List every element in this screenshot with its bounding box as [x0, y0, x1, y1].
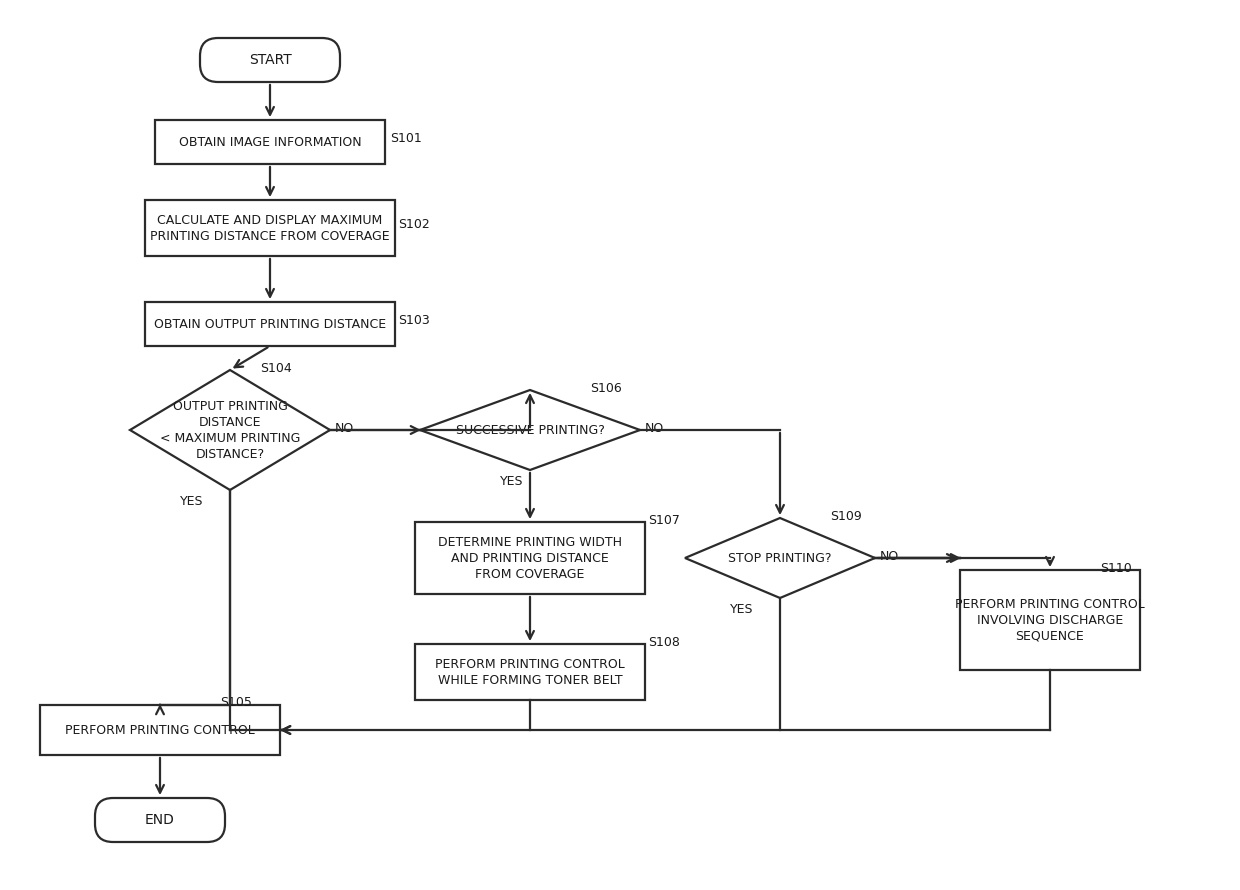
Text: S104: S104	[260, 362, 291, 375]
Text: START: START	[249, 53, 291, 67]
Bar	[960, 570, 1140, 670]
Text: PERFORM PRINTING CONTROL: PERFORM PRINTING CONTROL	[66, 724, 255, 737]
Bar	[145, 200, 396, 256]
Text: END: END	[145, 813, 175, 827]
Text: OUTPUT PRINTING
DISTANCE
< MAXIMUM PRINTING
DISTANCE?: OUTPUT PRINTING DISTANCE < MAXIMUM PRINT…	[160, 400, 300, 460]
Text: S110: S110	[1100, 562, 1132, 575]
Text: STOP PRINTING?: STOP PRINTING?	[728, 552, 832, 564]
Text: NO: NO	[335, 422, 355, 435]
Bar	[155, 120, 384, 164]
Text: S107: S107	[649, 514, 680, 527]
Polygon shape	[130, 370, 330, 490]
Bar	[415, 644, 645, 700]
FancyBboxPatch shape	[200, 38, 340, 82]
FancyBboxPatch shape	[95, 798, 224, 842]
Text: S103: S103	[398, 314, 430, 327]
Text: PERFORM PRINTING CONTROL
WHILE FORMING TONER BELT: PERFORM PRINTING CONTROL WHILE FORMING T…	[435, 658, 625, 686]
Text: PERFORM PRINTING CONTROL
INVOLVING DISCHARGE
SEQUENCE: PERFORM PRINTING CONTROL INVOLVING DISCH…	[955, 597, 1145, 643]
Text: S102: S102	[398, 218, 430, 231]
Bar	[145, 302, 396, 346]
Polygon shape	[420, 390, 640, 470]
Text: YES: YES	[730, 603, 754, 616]
Text: YES: YES	[500, 475, 523, 488]
Bar	[40, 705, 280, 755]
Text: S101: S101	[391, 132, 422, 145]
Text: S105: S105	[219, 696, 252, 709]
Text: OBTAIN OUTPUT PRINTING DISTANCE: OBTAIN OUTPUT PRINTING DISTANCE	[154, 318, 386, 330]
Text: CALCULATE AND DISPLAY MAXIMUM
PRINTING DISTANCE FROM COVERAGE: CALCULATE AND DISPLAY MAXIMUM PRINTING D…	[150, 214, 389, 242]
Text: DETERMINE PRINTING WIDTH
AND PRINTING DISTANCE
FROM COVERAGE: DETERMINE PRINTING WIDTH AND PRINTING DI…	[438, 536, 622, 580]
Text: NO: NO	[880, 550, 899, 563]
Text: S108: S108	[649, 636, 680, 649]
Text: S106: S106	[590, 382, 621, 395]
Text: S109: S109	[830, 510, 862, 523]
Polygon shape	[684, 518, 875, 598]
Text: OBTAIN IMAGE INFORMATION: OBTAIN IMAGE INFORMATION	[179, 135, 361, 149]
Text: NO: NO	[645, 422, 665, 435]
Text: YES: YES	[180, 495, 203, 508]
Bar	[415, 522, 645, 594]
Text: SUCCESSIVE PRINTING?: SUCCESSIVE PRINTING?	[455, 424, 604, 436]
